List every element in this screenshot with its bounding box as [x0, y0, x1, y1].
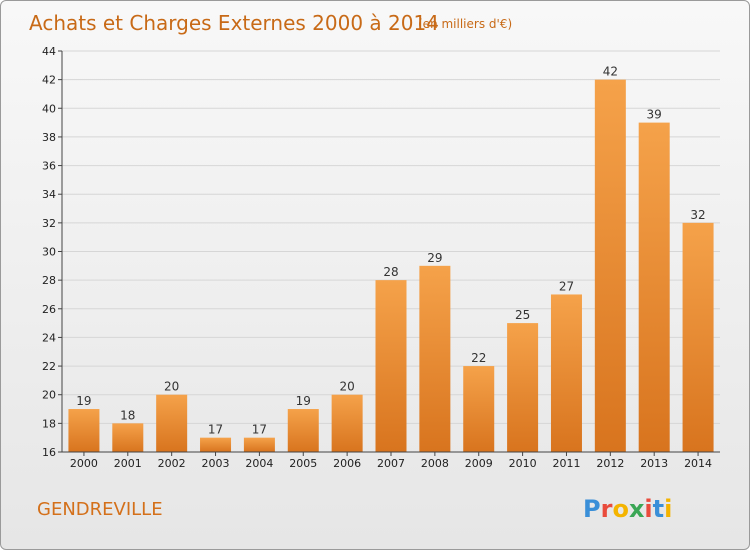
chart-title: Achats et Charges Externes 2000 à 2014 [29, 11, 439, 35]
x-axis-ticks: 2000 2001 2002 2003 2004 2005 2006 2007 2008 2009… [70, 452, 712, 470]
proxiti-logo: Proxiti [583, 495, 672, 523]
x-tick-label: 2000 [70, 457, 98, 470]
bar [550, 294, 582, 452]
y-tick-label: 32 [42, 217, 56, 230]
y-tick-label: 36 [42, 160, 56, 173]
bar-value-label: 17 [208, 423, 223, 437]
x-tick-label: 2005 [289, 457, 317, 470]
y-tick-label: 24 [42, 331, 56, 344]
x-tick-label: 2003 [202, 457, 230, 470]
bar [419, 265, 451, 452]
bar-value-label: 25 [515, 308, 530, 322]
bar [156, 394, 188, 452]
x-tick-label: 2002 [158, 457, 186, 470]
y-tick-label: 28 [42, 274, 56, 287]
bar-value-label: 18 [120, 408, 135, 422]
x-tick-label: 2008 [421, 457, 449, 470]
y-tick-label: 26 [42, 303, 56, 316]
y-tick-label: 44 [42, 45, 56, 58]
commune-name: GENDREVILLE [37, 499, 163, 520]
y-tick-label: 20 [42, 389, 56, 402]
bar-value-label: 32 [690, 208, 705, 222]
bar-value-label: 28 [383, 265, 398, 279]
bar-value-label: 20 [164, 380, 179, 394]
x-tick-label: 2007 [377, 457, 405, 470]
x-tick-label: 2012 [596, 457, 624, 470]
y-tick-label: 40 [42, 102, 56, 115]
bar [682, 222, 714, 452]
bar-value-label: 29 [427, 251, 442, 265]
y-tick-label: 16 [42, 446, 56, 459]
bar [594, 79, 626, 453]
x-tick-label: 2001 [114, 457, 142, 470]
bar [507, 323, 539, 452]
x-tick-label: 2009 [465, 457, 493, 470]
bar [463, 366, 495, 452]
bar [200, 437, 232, 452]
bar [375, 280, 407, 452]
x-tick-label: 2014 [684, 457, 712, 470]
bar [638, 122, 670, 452]
y-tick-label: 38 [42, 131, 56, 144]
y-tick-label: 18 [42, 417, 56, 430]
bar-value-label: 19 [296, 394, 311, 408]
x-tick-label: 2010 [509, 457, 537, 470]
bar-value-label: 17 [252, 423, 267, 437]
bar [68, 409, 100, 452]
y-tick-label: 42 [42, 74, 56, 87]
y-tick-label: 34 [42, 188, 56, 201]
y-tick-label: 30 [42, 246, 56, 259]
bars [68, 79, 714, 453]
x-tick-label: 2006 [333, 457, 361, 470]
bar-value-label: 19 [76, 394, 91, 408]
y-tick-label: 22 [42, 360, 56, 373]
value-labels: 19 18 20 17 17 19 20 28 29 22 25 27 42 39 32 [76, 65, 705, 437]
x-tick-label: 2004 [245, 457, 273, 470]
bar [287, 409, 319, 452]
bar-value-label: 20 [339, 380, 354, 394]
bar [243, 437, 275, 452]
x-tick-label: 2013 [640, 457, 668, 470]
chart-subtitle: (en milliers d'€) [418, 17, 512, 31]
bar-value-label: 22 [471, 351, 486, 365]
bar-value-label: 42 [603, 65, 618, 79]
bar [331, 394, 363, 452]
bar [112, 423, 144, 452]
x-tick-label: 2011 [552, 457, 580, 470]
bar-value-label: 39 [647, 108, 662, 122]
bar-value-label: 27 [559, 279, 574, 293]
y-axis-ticks: 16 18 20 22 24 26 28 30 32 34 36 38 40 42 44 [42, 45, 62, 459]
